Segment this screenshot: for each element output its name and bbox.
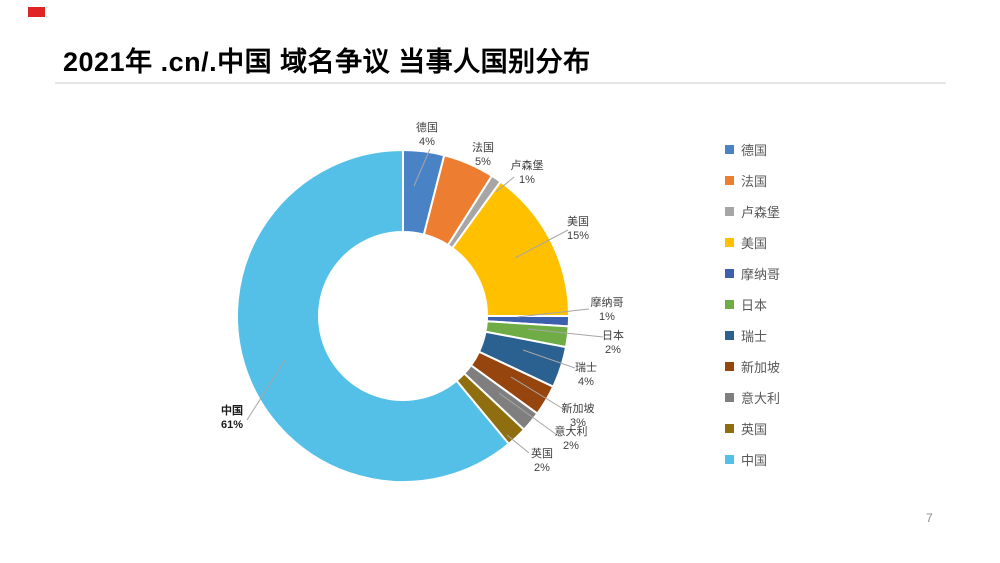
legend-label: 美国 <box>741 236 768 251</box>
legend-label: 中国 <box>741 453 768 468</box>
chart-legend: 德国法国卢森堡美国摩纳哥日本瑞士新加坡意大利英国中国 <box>725 134 780 475</box>
red-accent-flag <box>28 7 45 17</box>
legend-swatch-icon <box>725 455 734 464</box>
title-underline <box>55 82 946 84</box>
leader-line-4 <box>516 308 590 318</box>
leader-line-2 <box>495 176 515 193</box>
legend-item-2: 卢森堡 <box>725 196 780 227</box>
legend-item-5: 日本 <box>725 289 780 320</box>
legend-item-9: 英国 <box>725 413 780 444</box>
legend-swatch-icon <box>725 145 734 154</box>
legend-label: 英国 <box>741 422 768 437</box>
legend-label: 德国 <box>741 143 768 158</box>
leader-line-9 <box>506 434 530 454</box>
legend-item-7: 新加坡 <box>725 351 780 382</box>
legend-item-6: 瑞士 <box>725 320 780 351</box>
legend-swatch-icon <box>725 176 734 185</box>
legend-label: 意大利 <box>741 391 781 406</box>
legend-swatch-icon <box>725 424 734 433</box>
legend-item-1: 法国 <box>725 165 780 196</box>
donut-slice-10 <box>236 148 511 483</box>
legend-item-8: 意大利 <box>725 382 780 413</box>
page-title: 2021年 .cn/.中国 域名争议 当事人国别分布 <box>63 47 591 77</box>
legend-label: 摩纳哥 <box>741 267 781 282</box>
leader-line-0 <box>413 148 431 187</box>
legend-swatch-icon <box>725 393 734 402</box>
leader-line-6 <box>522 349 576 369</box>
page-number: 7 <box>926 511 933 525</box>
leader-line-5 <box>527 328 604 338</box>
legend-swatch-icon <box>725 207 734 216</box>
legend-item-3: 美国 <box>725 227 780 258</box>
legend-label: 法国 <box>741 174 768 189</box>
leader-line-8 <box>498 392 558 436</box>
leader-line-10 <box>246 358 287 421</box>
legend-swatch-icon <box>725 238 734 247</box>
leader-line-3 <box>514 229 569 259</box>
legend-swatch-icon <box>725 362 734 371</box>
legend-swatch-icon <box>725 300 734 309</box>
legend-label: 新加坡 <box>741 360 781 375</box>
leader-line-7 <box>510 376 566 411</box>
legend-item-0: 德国 <box>725 134 780 165</box>
legend-swatch-icon <box>725 269 734 278</box>
legend-item-4: 摩纳哥 <box>725 258 780 289</box>
legend-item-10: 中国 <box>725 444 780 475</box>
legend-label: 卢森堡 <box>741 205 781 220</box>
legend-label: 日本 <box>741 298 768 313</box>
legend-swatch-icon <box>725 331 734 340</box>
legend-label: 瑞士 <box>741 329 768 344</box>
